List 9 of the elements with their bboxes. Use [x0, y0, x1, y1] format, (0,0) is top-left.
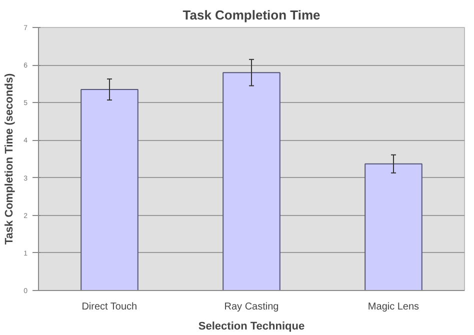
x-tick-label: Ray Casting — [224, 302, 279, 312]
bar — [364, 163, 422, 290]
x-tick-label: Magic Lens — [368, 302, 420, 312]
bar — [80, 88, 138, 290]
bar — [222, 72, 280, 290]
x-axis-title: Selection Technique — [198, 320, 305, 332]
y-axis-title: Task Completion Time (seconds) — [4, 72, 16, 245]
chart-title: Task Completion Time — [182, 8, 320, 22]
x-tick-label: Direct Touch — [82, 302, 138, 312]
